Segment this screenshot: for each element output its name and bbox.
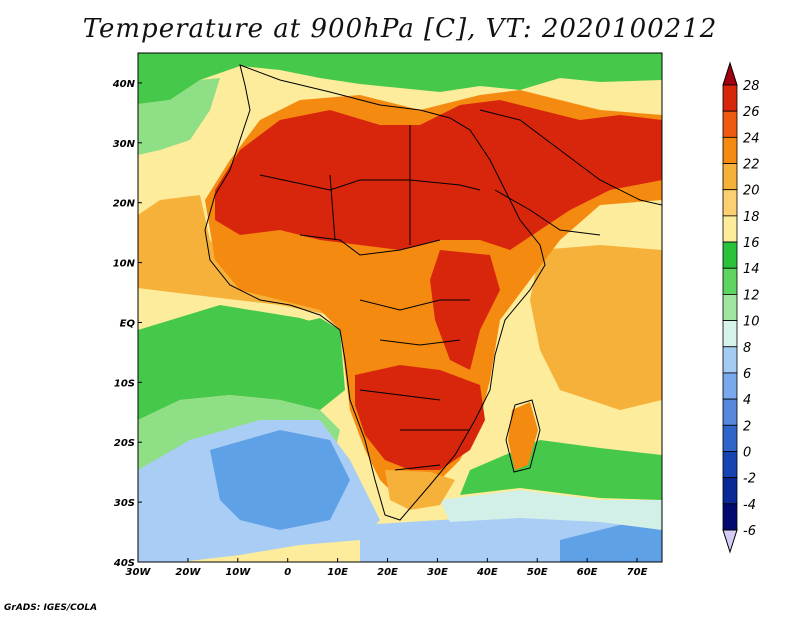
map-area — [138, 53, 662, 562]
gulf-of-guinea-green — [270, 318, 340, 345]
lat-tick-label: 20S — [114, 438, 135, 449]
north-green-zone — [138, 53, 662, 104]
lat-tick-label: EQ — [120, 318, 136, 329]
south-atlantic-deepblue — [210, 430, 350, 530]
colorbar-band — [722, 215, 738, 243]
south-africa-cool — [385, 470, 455, 510]
lon-tick-label: 50E — [527, 567, 548, 578]
colorbar-label: 10 — [743, 315, 760, 330]
colorbar-label: 8 — [743, 341, 751, 356]
colorbar-label: 22 — [743, 158, 760, 173]
colorbar-band — [722, 477, 738, 505]
colorbar-label: -6 — [743, 524, 756, 539]
indian-ocean-green — [460, 440, 662, 500]
colorbar-label: 16 — [743, 236, 760, 251]
colorbar-label: 6 — [743, 367, 751, 382]
lat-tick-label: 10S — [114, 378, 135, 389]
colorbar-label: 24 — [743, 131, 760, 146]
colorbar-band — [722, 398, 738, 426]
lat-tick-label: 30N — [113, 139, 136, 150]
colorbar-top-arrow — [722, 61, 738, 86]
colorbar-band — [722, 189, 738, 217]
colorbar-label: 2 — [743, 419, 751, 434]
grads-credit: GrADS: IGES/COLA — [4, 603, 98, 613]
lat-tick-label: 40S — [113, 558, 135, 569]
colorbar-label: 14 — [743, 262, 760, 277]
lon-tick-label: 10W — [225, 567, 251, 578]
madagascar-outline — [505, 399, 541, 473]
lon-tick-label: 60E — [577, 567, 598, 578]
colorbar-band — [722, 346, 738, 374]
indian-ocean-lightgreen — [440, 490, 662, 530]
east-africa-hot — [430, 250, 500, 370]
colorbar-band — [722, 267, 738, 295]
colorbar-band — [722, 136, 738, 164]
colorbar-band — [722, 424, 738, 452]
longitude-axis: 30W 20W 10W 0 10E 20E 30E 40E 50E 60E 70E — [126, 558, 648, 578]
colorbar-label: -2 — [743, 472, 756, 487]
colorbar-band — [722, 294, 738, 321]
lat-tick-label: 10N — [113, 259, 136, 270]
map-title: Temperature at 900hPa [C], VT: 202010021… — [82, 14, 718, 44]
colorbar-band — [722, 503, 738, 531]
arabia-coastline — [479, 109, 662, 236]
colorbar-label: 18 — [743, 210, 760, 225]
lon-tick-label: 70E — [627, 567, 648, 578]
africa-coastline — [204, 64, 546, 521]
colorbar-band — [722, 320, 738, 348]
interior-borders — [259, 125, 481, 471]
sahara-hot-core — [215, 100, 662, 250]
country-borders — [204, 64, 662, 521]
lon-tick-label: 20W — [175, 567, 201, 578]
indian-ocean-warm — [530, 245, 662, 410]
madagascar-warm — [508, 402, 538, 470]
colorbar-band — [722, 372, 738, 400]
lon-tick-label: 30E — [427, 567, 448, 578]
colorbar-label: 12 — [743, 288, 760, 303]
colorbar-bottom-arrow — [722, 529, 738, 554]
lat-tick-label: 40N — [112, 79, 136, 90]
latitude-axis: 40N 30N 20N 10N EQ 10S 20S 30S 40S — [112, 79, 142, 569]
southern-ocean-deepblue — [560, 520, 662, 562]
lon-tick-label: 40E — [476, 567, 498, 578]
colorbar-label: 20 — [743, 184, 760, 199]
colorbar-label: 28 — [743, 79, 760, 94]
colorbar-band — [722, 163, 738, 191]
colorbar-label: 26 — [743, 105, 760, 120]
lon-tick-label: 30W — [126, 567, 152, 578]
colorbar-label: 0 — [743, 445, 751, 460]
colorbar-label: 4 — [743, 393, 751, 408]
lon-tick-label: 20E — [377, 567, 398, 578]
lon-tick-label: 10E — [327, 567, 348, 578]
lat-tick-label: 20N — [113, 199, 136, 210]
north-lightgreen-zone — [138, 78, 220, 155]
colorbar-label: -4 — [743, 498, 756, 513]
atlantic-warm-band — [138, 195, 330, 315]
map-frame — [137, 52, 663, 563]
colorbar-band — [722, 110, 738, 138]
lon-tick-label: 0 — [284, 567, 291, 578]
lat-tick-label: 30S — [114, 498, 135, 509]
colorbar-band — [722, 84, 738, 112]
colorbar-band — [722, 451, 738, 479]
colorbar-band — [722, 241, 738, 269]
southern-africa-hot — [355, 365, 485, 470]
